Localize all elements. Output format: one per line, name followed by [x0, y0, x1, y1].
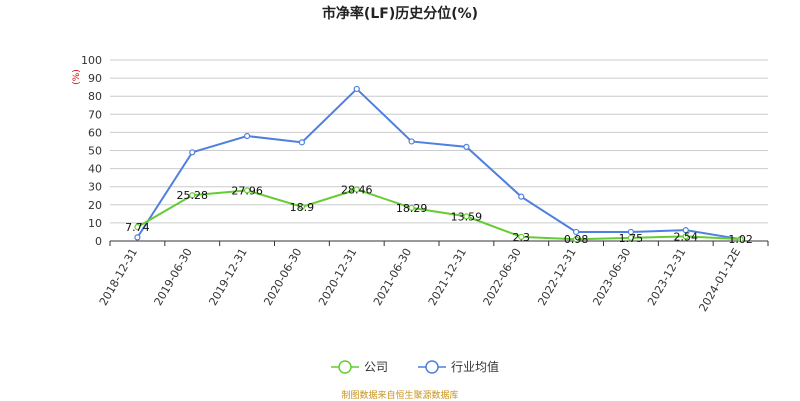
chart-title: 市净率(LF)历史分位(%) — [321, 6, 479, 22]
series-1-point-7 — [518, 193, 525, 200]
series-1-point-0 — [134, 234, 141, 241]
series-0-point-10 — [682, 233, 689, 240]
series-0-point-3 — [298, 203, 306, 210]
x-tick-label-6: 2021-12-31 — [426, 246, 469, 308]
y-tick-label-70: 70 — [88, 108, 102, 121]
series-1-point-10 — [682, 227, 689, 234]
data-label-6: 13.59 — [451, 210, 483, 223]
x-tick-label-10: 2023-12-31 — [645, 246, 688, 308]
x-tick-label-1: 2019-06-30 — [152, 246, 195, 308]
y-tick-label-100: 100 — [81, 54, 102, 67]
x-tick-label-4: 2020-12-31 — [316, 246, 359, 308]
x-tick-label-8: 2022-12-31 — [535, 246, 578, 308]
y-tick-label-20: 20 — [88, 199, 102, 212]
data-label-11: 1.02 — [728, 233, 753, 246]
x-tick-label-2: 2019-12-31 — [206, 246, 249, 308]
x-tick-label-9: 2023-06-30 — [590, 246, 633, 308]
y-axis-label: (%) — [72, 69, 82, 85]
series-0-point-0 — [134, 223, 141, 231]
x-tick-label-7: 2022-06-30 — [481, 246, 524, 308]
series-0-point-6 — [463, 213, 470, 220]
data-label-1: 25.28 — [177, 189, 209, 202]
x-tick-label-0: 2018-12-31 — [97, 246, 140, 308]
series-0-point-5 — [408, 204, 415, 211]
series-0-point-7 — [518, 233, 525, 240]
series-1-point-9 — [627, 228, 635, 236]
y-tick-label-50: 50 — [88, 145, 102, 158]
data-label-4: 28.46 — [341, 183, 373, 196]
series-0-point-9 — [627, 234, 635, 241]
series-1-point-5 — [408, 138, 415, 145]
series-0-point-8 — [572, 236, 580, 243]
series-line-0 — [136, 188, 741, 241]
data-label-8: 0.98 — [564, 233, 589, 246]
data-label-0: 7.74 — [125, 221, 150, 234]
x-tick-label-3: 2020-06-30 — [261, 246, 304, 308]
data-label-5: 18.29 — [396, 202, 428, 215]
data-label-7: 2.3 — [513, 231, 531, 244]
y-tick-label-60: 60 — [88, 126, 102, 139]
series-1-point-1 — [189, 149, 196, 156]
series-line-1 — [136, 87, 741, 241]
series-0-point-4 — [353, 186, 360, 193]
data-label-2: 27.96 — [231, 184, 263, 197]
series-0-point-1 — [189, 192, 196, 199]
y-tick-label-40: 40 — [88, 163, 102, 176]
legend-label-0: 公司 — [364, 360, 388, 374]
data-label-3: 18.9 — [290, 201, 315, 214]
series-1-point-2 — [243, 132, 251, 140]
y-tick-label-10: 10 — [88, 217, 102, 230]
source-note: 制图数据来自恒生聚源数据库 — [341, 391, 459, 401]
y-tick-label-80: 80 — [88, 90, 102, 103]
y-tick-label-90: 90 — [88, 72, 102, 85]
y-tick-label-30: 30 — [88, 181, 102, 194]
series-1-point-8 — [572, 228, 580, 236]
data-label-9: 1.75 — [619, 232, 644, 245]
series-0-point-2 — [243, 187, 251, 194]
series-1-point-3 — [298, 139, 306, 146]
series-1-point-6 — [463, 143, 470, 150]
legend-label-1: 行业均值 — [451, 359, 499, 374]
x-tick-label-5: 2021-06-30 — [371, 246, 414, 308]
series-0-point-11 — [737, 236, 744, 243]
legend-marker-1 — [425, 360, 439, 374]
x-tick-label-11: 2024-01-12E — [696, 246, 743, 314]
y-tick-label-0: 0 — [95, 235, 102, 248]
series-1-point-4 — [353, 85, 360, 93]
data-label-10: 2.54 — [674, 230, 699, 243]
legend-marker-0 — [338, 360, 352, 374]
